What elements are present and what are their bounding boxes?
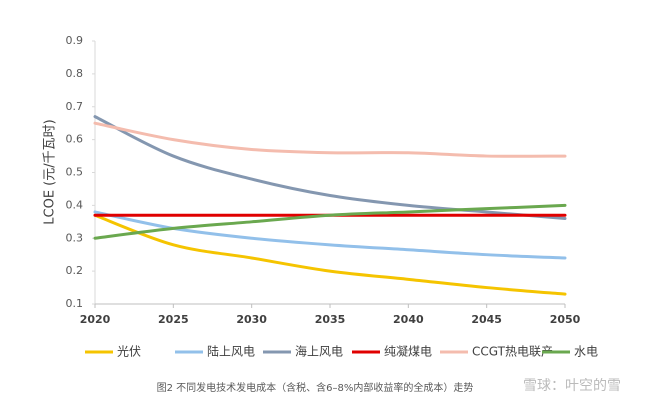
line-series bbox=[93, 213, 567, 296]
legend-label: 水电 bbox=[574, 345, 598, 359]
line-series bbox=[93, 115, 567, 221]
y-tick-label: 0.8 bbox=[66, 67, 84, 80]
y-axis-label: LCOE (元/千瓦时) bbox=[43, 119, 58, 224]
x-tick-label: 2050 bbox=[550, 313, 581, 326]
y-tick-label: 0.3 bbox=[66, 231, 84, 244]
x-tick-label: 2025 bbox=[158, 313, 189, 326]
y-tick-label: 0.5 bbox=[66, 166, 84, 179]
x-tick-label: 2045 bbox=[471, 313, 502, 326]
legend-label: CCGT热电联产 bbox=[472, 345, 553, 359]
y-tick-label: 0.1 bbox=[66, 297, 84, 310]
watermark: 雪球：叶空的雪 bbox=[523, 378, 621, 394]
x-tick-label: 2030 bbox=[236, 313, 267, 326]
y-tick-label: 0.9 bbox=[66, 34, 84, 47]
y-tick-label: 0.4 bbox=[66, 198, 84, 211]
legend-label: 纯凝煤电 bbox=[384, 344, 432, 359]
y-tick-label: 0.7 bbox=[66, 100, 84, 113]
caption: 图2 不同发电技术发电成本（含税、含6–8%内部收益率的全成本）走势 bbox=[157, 381, 474, 394]
y-tick-label: 0.6 bbox=[66, 133, 84, 146]
legend-label: 陆上风电 bbox=[207, 344, 255, 359]
line-series bbox=[93, 121, 567, 158]
line-series bbox=[93, 210, 567, 260]
x-tick-label: 2035 bbox=[315, 313, 346, 326]
x-tick-label: 2020 bbox=[80, 313, 111, 326]
legend-label: 光伏 bbox=[117, 345, 141, 359]
legend-label: 海上风电 bbox=[295, 344, 343, 359]
x-tick-label: 2040 bbox=[393, 313, 424, 326]
line-series bbox=[93, 203, 567, 240]
y-tick-label: 0.2 bbox=[66, 264, 84, 277]
